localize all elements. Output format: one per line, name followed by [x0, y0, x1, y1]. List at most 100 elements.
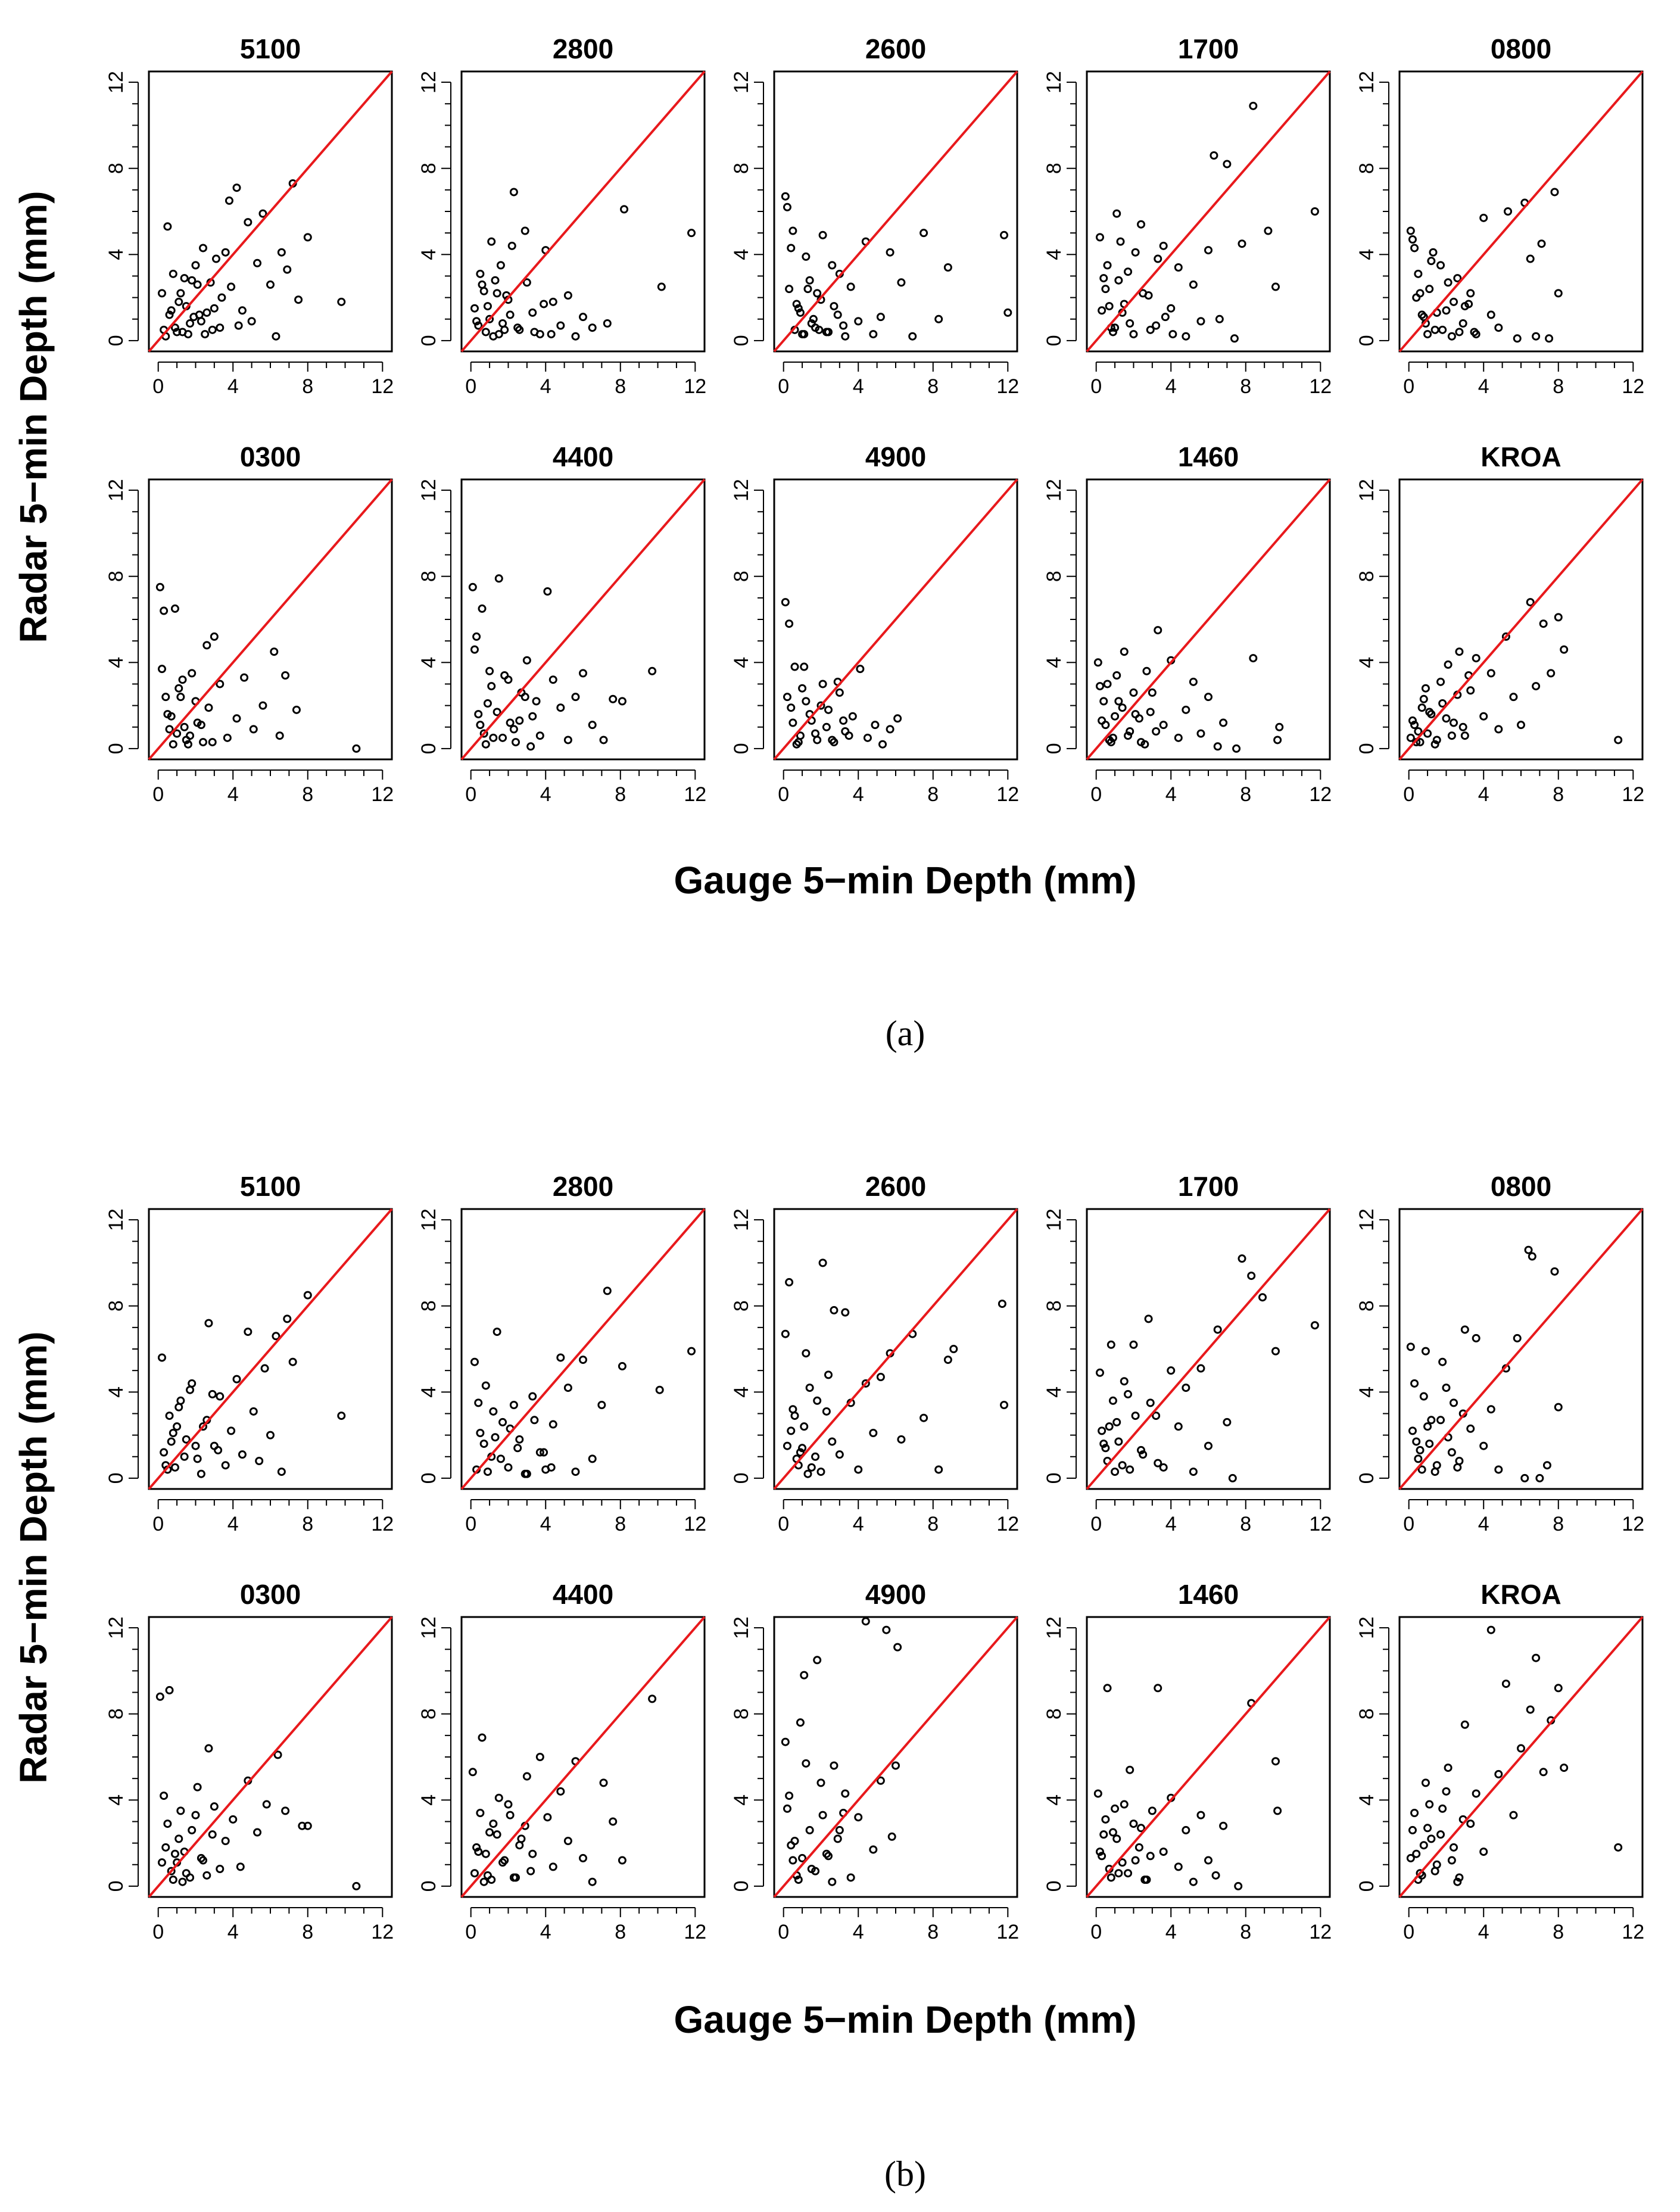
data-point: [303, 1291, 312, 1300]
x-tick-label: 12: [684, 783, 706, 806]
x-tick-label: 8: [1553, 1513, 1564, 1535]
data-point: [532, 697, 541, 706]
data-point: [785, 285, 794, 294]
y-tick-label: 0: [417, 743, 440, 754]
data-point: [1003, 308, 1012, 317]
data-point: [788, 1405, 797, 1414]
data-point: [281, 1806, 290, 1815]
data-point: [1189, 1468, 1198, 1476]
data-point: [1479, 1848, 1488, 1856]
data-point: [470, 304, 479, 313]
data-point: [1410, 244, 1419, 253]
data-point: [255, 1457, 264, 1465]
data-point: [1526, 598, 1535, 607]
data-point: [234, 321, 243, 330]
data-point: [1152, 1412, 1161, 1420]
data-point: [1223, 160, 1232, 169]
data-point: [1159, 241, 1168, 250]
data-point: [1182, 1384, 1190, 1392]
data-point: [1219, 1821, 1228, 1830]
data-point: [217, 293, 226, 302]
x-tick-label: 12: [996, 783, 1019, 806]
data-point: [1131, 1856, 1140, 1865]
y-tick-label: 12: [1355, 1208, 1378, 1231]
data-point: [506, 310, 515, 319]
data-point: [491, 276, 500, 285]
data-point: [483, 1468, 492, 1476]
data-point: [869, 330, 878, 339]
data-point: [1154, 1684, 1162, 1693]
data-point: [841, 1789, 850, 1798]
x-tick-label: 12: [1309, 375, 1332, 398]
data-point: [1131, 248, 1140, 257]
data-point: [1189, 280, 1198, 289]
data-point: [530, 328, 539, 337]
data-point: [1423, 729, 1432, 738]
data-point: [1204, 1856, 1213, 1865]
plot-frame: [1086, 478, 1331, 761]
subplot-2800: 2800 0 4 8 12 0 4 8 12: [417, 33, 706, 398]
data-point: [504, 1463, 513, 1472]
data-point: [1453, 1877, 1462, 1886]
y-tick-label: 8: [730, 163, 753, 174]
data-point: [1560, 645, 1569, 654]
data-point: [485, 666, 494, 675]
data-point: [1129, 1340, 1138, 1349]
data-point: [1419, 1841, 1428, 1850]
x-tick-label: 4: [1165, 1921, 1177, 1943]
one-to-one-line: [773, 70, 1018, 353]
data-point: [1118, 1461, 1127, 1470]
data-point: [1535, 1473, 1544, 1482]
data-point: [1223, 1417, 1232, 1426]
data-point: [174, 297, 183, 306]
data-point: [1442, 714, 1451, 723]
data-point: [173, 729, 182, 738]
data-point: [861, 1379, 870, 1388]
data-point: [1137, 220, 1146, 229]
data-point: [1453, 1463, 1462, 1472]
one-to-one-line: [1398, 70, 1644, 353]
y-tick-label: 4: [730, 1387, 753, 1398]
x-tick-label: 12: [684, 375, 706, 398]
data-point: [1258, 1293, 1267, 1302]
data-point: [1142, 666, 1151, 675]
data-point: [556, 1787, 565, 1796]
data-point: [1148, 688, 1157, 697]
data-point: [813, 1656, 822, 1665]
data-point: [878, 740, 887, 749]
data-point: [1112, 1417, 1121, 1426]
data-point: [1124, 267, 1133, 276]
x-tick-label: 0: [465, 1513, 476, 1535]
data-point: [1129, 330, 1138, 339]
data-point: [535, 731, 544, 740]
data-point: [1101, 721, 1110, 730]
data-points: [155, 582, 361, 753]
data-point: [208, 1389, 217, 1398]
data-point: [579, 1356, 587, 1364]
x-tick-label: 12: [371, 1921, 394, 1943]
y-tick-label: 8: [105, 571, 127, 582]
data-point: [260, 1364, 269, 1373]
x-tick-label: 0: [1403, 1513, 1414, 1535]
one-to-one-line: [773, 478, 1018, 761]
data-points: [470, 188, 696, 341]
data-point: [229, 1815, 238, 1824]
x-tick-label: 4: [1165, 783, 1177, 806]
data-point: [1167, 304, 1176, 313]
data-point: [167, 712, 176, 721]
data-point: [687, 229, 696, 238]
data-point: [496, 1454, 505, 1463]
data-point: [191, 1441, 200, 1450]
data-point: [522, 278, 531, 287]
plot-frame: [460, 70, 706, 353]
one-to-one-line: [460, 1208, 706, 1490]
data-point: [160, 1448, 169, 1457]
y-tick-label: 4: [417, 1794, 440, 1806]
one-to-one-line: [773, 1616, 1018, 1898]
data-point: [1310, 207, 1319, 216]
data-point: [165, 725, 174, 734]
data-point: [1520, 1473, 1529, 1482]
data-point: [199, 244, 208, 253]
data-point: [588, 721, 597, 730]
data-point: [225, 196, 233, 205]
